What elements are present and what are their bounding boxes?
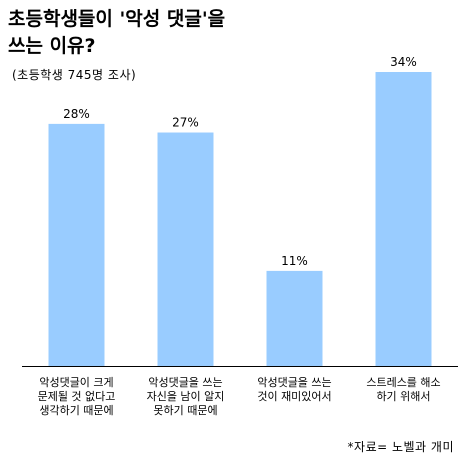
bar-1 bbox=[48, 123, 105, 366]
category-label-line: 악성댓글을 쓰는 bbox=[257, 376, 331, 389]
category-label-line: 하기 위해서 bbox=[376, 389, 430, 403]
category-label-line: 것이 재미있어서 bbox=[257, 390, 331, 403]
bar-value-label-3: 11% bbox=[281, 254, 308, 268]
value-label-group: 28% 27% 11% 34% bbox=[63, 55, 417, 268]
bar-value-label-4: 34% bbox=[390, 55, 417, 69]
category-label-line: 스트레스를 해소 bbox=[366, 375, 440, 389]
chart-title-line-1: 초등학생들이 '악성 댓글'을 bbox=[8, 8, 226, 30]
category-label-line: 생각하기 때문에 bbox=[39, 403, 113, 417]
chart-title: 초등학생들이 '악성 댓글'을 쓰는 이유? bbox=[8, 6, 468, 60]
category-label-line: 악성댓글을 쓰는 bbox=[148, 376, 222, 389]
category-label-line: 문제될 것 없다고 bbox=[38, 389, 116, 403]
category-label-line: 자신을 남이 알지 bbox=[147, 389, 225, 403]
source-note: *자료= 노벨과 개미 bbox=[347, 440, 454, 454]
category-label-4: 스트레스를 해소 하기 위해서 bbox=[366, 375, 440, 403]
bar-group bbox=[48, 72, 432, 366]
category-label-1: 악성댓글이 크게 문제될 것 없다고 생각하기 때문에 bbox=[38, 376, 116, 417]
bar-3 bbox=[266, 270, 323, 366]
bar-value-label-2: 27% bbox=[172, 116, 199, 130]
chart-title-line-2: 쓰는 이유? bbox=[8, 35, 96, 57]
chart-subtitle: (초등학생 745명 조사) bbox=[12, 68, 137, 82]
category-label-line: 못하기 때문에 bbox=[153, 403, 217, 417]
bar-4 bbox=[375, 72, 432, 366]
category-label-line: 악성댓글이 크게 bbox=[39, 376, 113, 389]
category-label-2: 악성댓글을 쓰는 자신을 남이 알지 못하기 때문에 bbox=[147, 376, 225, 417]
bar-value-label-1: 28% bbox=[63, 107, 90, 121]
bar-2 bbox=[157, 132, 214, 366]
category-label-3: 악성댓글을 쓰는 것이 재미있어서 bbox=[257, 376, 331, 403]
